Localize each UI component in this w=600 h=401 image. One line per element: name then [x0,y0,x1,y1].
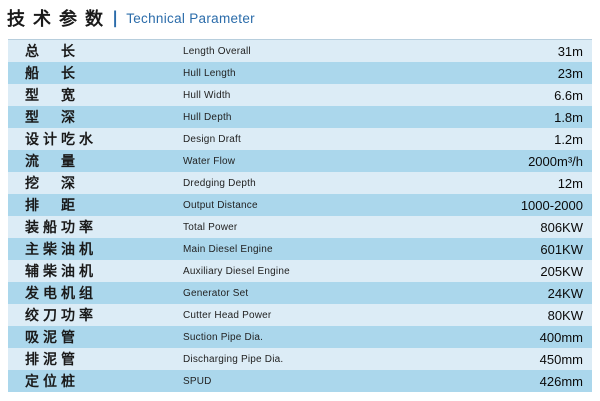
row-label-en: SPUD [183,375,212,387]
row-value: 12m [557,175,583,191]
table-row: 排泥管 Discharging Pipe Dia. 450mm [8,348,592,370]
row-label-en: Hull Length [183,67,236,79]
row-value: 2000m³/h [528,153,583,169]
table-row: 绞刀功率 Cutter Head Power 80KW [8,304,592,326]
table-row: 型 深 Hull Depth 1.8m [8,106,592,128]
row-label-en: Hull Depth [183,111,232,123]
row-label-cn: 装船功率 [25,219,97,235]
row-value: 205KW [540,263,583,279]
table-row: 装船功率 Total Power 806KW [8,216,592,238]
row-value: 1.2m [554,131,583,147]
row-label-cn: 挖 深 [25,175,79,191]
row-value: 6.6m [554,87,583,103]
page-title: 技术参数 | Technical Parameter [7,5,255,31]
row-value: 24KW [547,285,583,301]
row-label-en: Suction Pipe Dia. [183,331,264,343]
title-separator: | [113,8,118,28]
table-row: 型 宽 Hull Width 6.6m [8,84,592,106]
spec-table: 总 长 Length Overall 31m 船 长 Hull Length 23m 型 宽… [8,39,592,392]
row-label-en: Length Overall [183,45,251,57]
row-value: 426mm [539,373,583,389]
table-row: 挖 深 Dredging Depth 12m [8,172,592,194]
row-value: 31m [557,43,583,59]
row-value: 80KW [547,307,583,323]
row-label-cn: 总 长 [25,43,79,59]
title-chinese: 技术参数 [7,9,111,29]
table-row: 发电机组 Generator Set 24KW [8,282,592,304]
row-value: 1000-2000 [520,197,583,213]
row-label-cn: 辅柴油机 [25,263,97,279]
row-value: 400mm [539,329,583,345]
row-label-en: Design Draft [183,133,241,145]
row-value: 1.8m [554,109,583,125]
row-value: 450mm [539,351,583,367]
row-label-cn: 排泥管 [25,351,79,367]
table-row: 总 长 Length Overall 31m [8,40,592,62]
table-row: 设计吃水 Design Draft 1.2m [8,128,592,150]
table-row: 排 距 Output Distance 1000-2000 [8,194,592,216]
row-label-en: Water Flow [183,155,236,167]
row-label-en: Discharging Pipe Dia. [183,353,284,365]
table-row: 船 长 Hull Length 23m [8,62,592,84]
table-row: 吸泥管 Suction Pipe Dia. 400mm [8,326,592,348]
row-label-en: Generator Set [183,287,249,299]
row-label-cn: 定位桩 [25,373,79,389]
row-label-cn: 船 长 [25,65,79,81]
row-value: 806KW [540,219,583,235]
row-label-cn: 主柴油机 [25,241,97,257]
row-label-cn: 设计吃水 [25,131,97,147]
row-label-cn: 型 宽 [25,87,79,103]
row-label-cn: 绞刀功率 [25,307,97,323]
row-label-cn: 排 距 [25,197,79,213]
row-label-en: Auxiliary Diesel Engine [183,265,290,277]
table-row: 定位桩 SPUD 426mm [8,370,592,392]
row-label-cn: 吸泥管 [25,329,79,345]
row-value: 23m [557,65,583,81]
table-row: 辅柴油机 Auxiliary Diesel Engine 205KW [8,260,592,282]
table-row: 流 量 Water Flow 2000m³/h [8,150,592,172]
row-label-en: Hull Width [183,89,231,101]
row-value: 601KW [540,241,583,257]
row-label-en: Cutter Head Power [183,309,272,321]
row-label-en: Output Distance [183,199,258,211]
row-label-en: Main Diesel Engine [183,243,273,255]
row-label-cn: 型 深 [25,109,79,125]
table-row: 主柴油机 Main Diesel Engine 601KW [8,238,592,260]
row-label-cn: 流 量 [25,153,79,169]
row-label-cn: 发电机组 [25,285,97,301]
title-english: Technical Parameter [126,10,255,26]
row-label-en: Total Power [183,221,238,233]
row-label-en: Dredging Depth [183,177,256,189]
